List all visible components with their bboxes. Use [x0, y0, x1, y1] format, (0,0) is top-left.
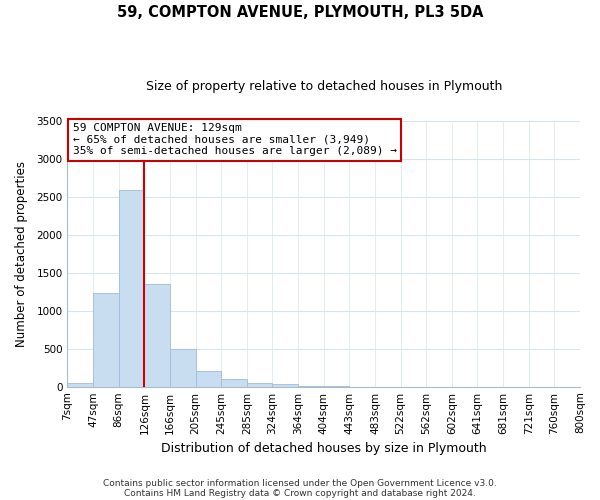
Bar [170, 348, 196, 387]
Bar [93, 293, 119, 386]
Text: 59, COMPTON AVENUE, PLYMOUTH, PL3 5DA: 59, COMPTON AVENUE, PLYMOUTH, PL3 5DA [117, 5, 483, 20]
Bar [119, 190, 145, 386]
Title: Size of property relative to detached houses in Plymouth: Size of property relative to detached ho… [146, 80, 502, 93]
Bar [221, 379, 247, 386]
X-axis label: Distribution of detached houses by size in Plymouth: Distribution of detached houses by size … [161, 442, 487, 455]
Bar [196, 372, 221, 386]
Bar [145, 284, 170, 386]
Bar [247, 384, 272, 386]
Bar [272, 384, 298, 386]
Text: 59 COMPTON AVENUE: 129sqm
← 65% of detached houses are smaller (3,949)
35% of se: 59 COMPTON AVENUE: 129sqm ← 65% of detac… [73, 123, 397, 156]
Text: Contains public sector information licensed under the Open Government Licence v3: Contains public sector information licen… [103, 478, 497, 488]
Bar [67, 383, 93, 386]
Y-axis label: Number of detached properties: Number of detached properties [15, 160, 28, 346]
Text: Contains HM Land Registry data © Crown copyright and database right 2024.: Contains HM Land Registry data © Crown c… [124, 488, 476, 498]
